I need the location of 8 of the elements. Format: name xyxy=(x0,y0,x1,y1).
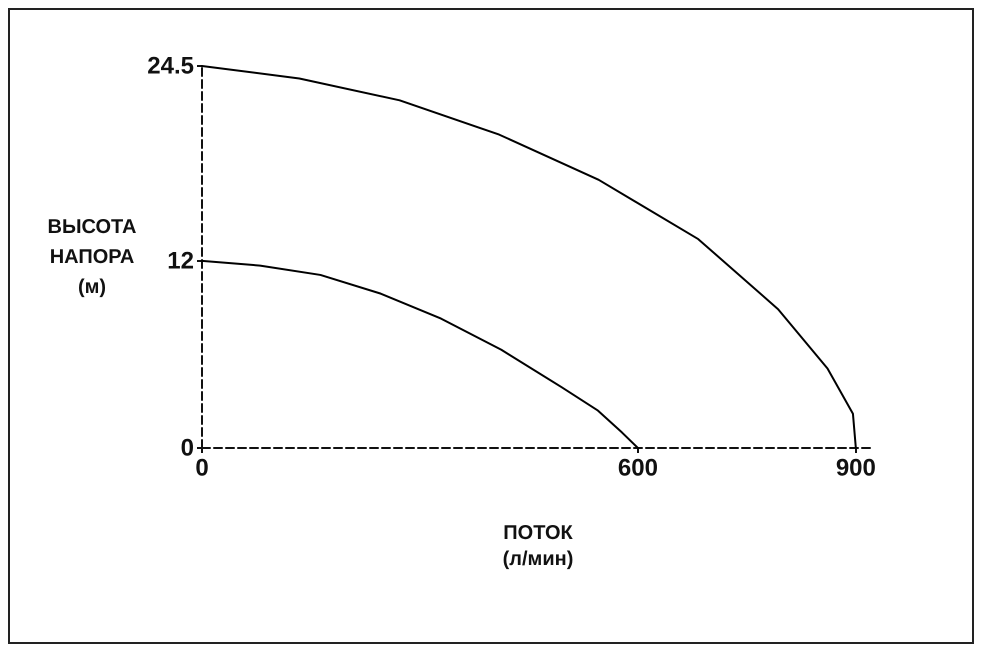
x-tick-label: 900 xyxy=(836,454,876,482)
y-tick-label: 12 xyxy=(167,247,194,274)
y-axis-title: ВЫСОТА НАПОРА (м) xyxy=(48,216,136,298)
x-tick-label: 600 xyxy=(618,454,658,482)
y-tick-label: 24.5 xyxy=(147,52,194,80)
line-series xyxy=(201,260,639,449)
x-axis-title: ПОТОК (л/мин) xyxy=(502,522,574,570)
y-tick-label: 0 xyxy=(180,434,194,462)
